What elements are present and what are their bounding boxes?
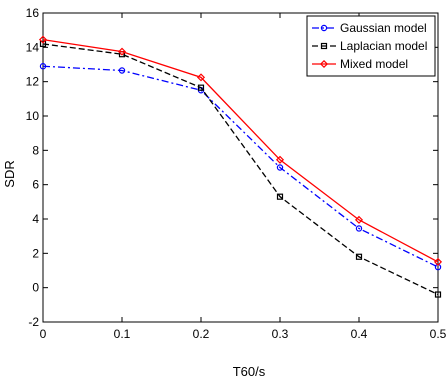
x-tick-label: 0.4 <box>351 327 368 341</box>
x-tick-label: 0.3 <box>272 327 289 341</box>
y-tick-label: 2 <box>32 246 39 260</box>
legend-box <box>306 15 436 77</box>
legend-marker <box>320 42 328 50</box>
y-tick-label: 8 <box>32 143 39 157</box>
data-point <box>276 193 284 200</box>
x-tick-label: 0.1 <box>114 327 131 341</box>
data-point <box>117 47 127 56</box>
data-point <box>196 73 206 82</box>
data-point <box>38 35 48 44</box>
legend-label: Mixed model <box>340 57 408 71</box>
legend-marker <box>320 24 328 32</box>
series-gaussian-model <box>39 63 442 271</box>
series-laplacian-model <box>39 40 442 298</box>
legend-entry: Gaussian model <box>312 21 427 35</box>
y-tick-label: 4 <box>32 212 39 226</box>
data-point <box>354 215 364 224</box>
y-tick-label: 16 <box>26 6 40 20</box>
data-point <box>39 63 47 70</box>
series-line <box>42 65 439 268</box>
data-point <box>275 155 285 164</box>
legend-label: Gaussian model <box>340 21 427 35</box>
y-tick-label: 12 <box>26 75 40 89</box>
y-axis: -2 0 2 4 6 8 10 12 14 16 <box>26 6 438 329</box>
x-axis: 0 0.1 0.2 0.3 0.4 0.5 <box>40 13 447 341</box>
data-point <box>434 291 442 298</box>
legend-marker <box>319 59 329 69</box>
series-line <box>42 43 439 296</box>
legend-entry: Mixed model <box>312 57 408 71</box>
y-tick-label: -2 <box>28 315 39 329</box>
y-axis-label: SDR <box>2 160 17 187</box>
y-tick-label: 6 <box>32 178 39 192</box>
y-tick-label: 14 <box>26 40 40 54</box>
legend-entry: Laplacian model <box>312 39 427 53</box>
data-point <box>355 225 363 232</box>
data-point <box>118 67 126 74</box>
series-mixed-model <box>38 35 443 266</box>
x-tick-label: 0 <box>40 327 47 341</box>
series-line <box>42 38 439 263</box>
data-point <box>39 40 47 48</box>
y-tick-label: 0 <box>32 281 39 295</box>
x-axis-label: T60/s <box>233 364 266 379</box>
data-point <box>276 164 284 171</box>
legend: Gaussian model Laplacian model Mixed model <box>306 15 436 77</box>
x-tick-label: 0.2 <box>193 327 210 341</box>
data-point <box>355 253 363 260</box>
data-point <box>433 257 443 266</box>
data-point <box>197 84 205 91</box>
y-tick-label: 10 <box>26 109 40 123</box>
series-layer <box>38 35 443 298</box>
legend-label: Laplacian model <box>340 39 427 53</box>
x-tick-label: 0.5 <box>430 327 447 341</box>
